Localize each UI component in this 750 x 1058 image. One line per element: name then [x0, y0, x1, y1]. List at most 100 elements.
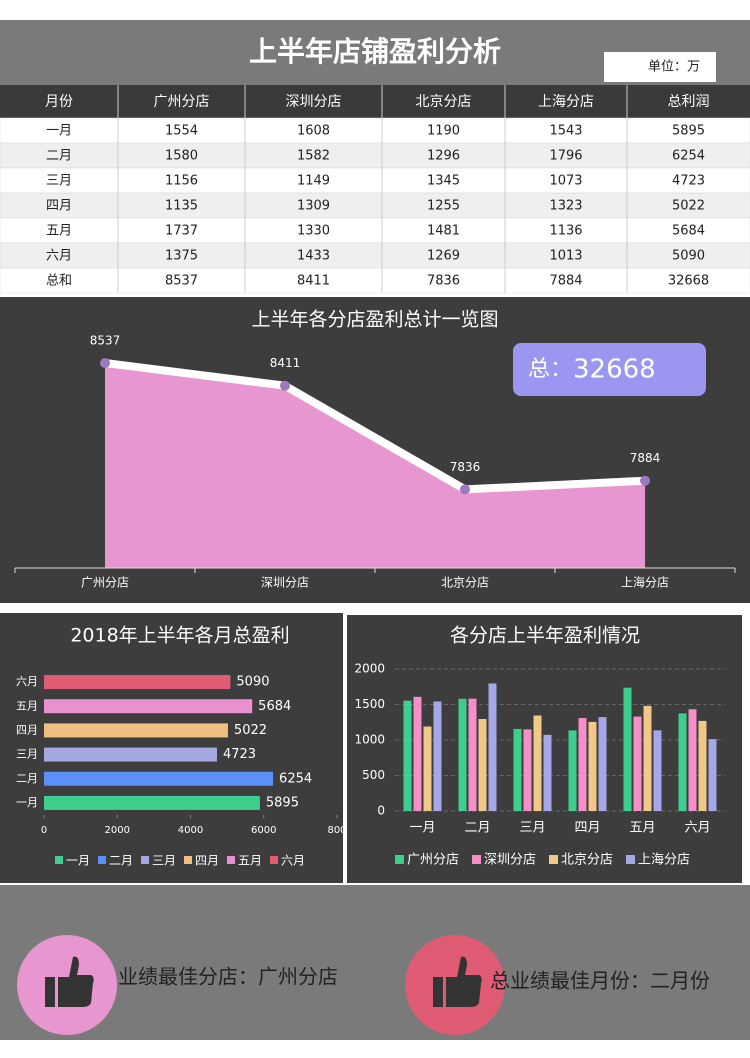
total-value: 32668 [573, 355, 656, 385]
table-cell: 1296 [427, 149, 460, 164]
bar [598, 717, 607, 811]
column-header: 上海分店 [538, 94, 594, 110]
data-label: 8411 [270, 356, 301, 370]
table-cell: 一月 [46, 124, 72, 139]
table-cell: 1156 [165, 174, 198, 189]
bar [588, 721, 597, 811]
table-header-bg [0, 85, 750, 118]
legend-label: 四月 [195, 854, 219, 868]
bar [403, 700, 412, 811]
data-label: 5090 [236, 675, 269, 690]
legend-label: 上海分店 [638, 853, 690, 868]
data-label: 8537 [90, 333, 121, 347]
legend-label: 二月 [109, 854, 133, 868]
table-row-bg [0, 192, 750, 219]
y-tick-label: 一月 [16, 796, 38, 809]
y-tick-label: 五月 [16, 699, 38, 712]
x-tick-label: 北京分店 [441, 576, 489, 590]
y-tick-label: 1500 [354, 697, 385, 711]
bar [413, 696, 422, 811]
footer [0, 885, 750, 1040]
legend-label: 一月 [66, 854, 90, 868]
table-row-bg [0, 142, 750, 169]
table-cell: 5090 [672, 249, 705, 264]
column-header: 总利润 [668, 94, 710, 110]
bar [433, 701, 442, 811]
page-title: 上半年店铺盈利分析 [249, 35, 501, 68]
table-row-bg [0, 217, 750, 244]
legend-swatch [141, 856, 149, 864]
total-box [513, 343, 706, 396]
y-tick-label: 三月 [16, 748, 38, 761]
legend-label: 五月 [238, 854, 262, 868]
unit-label: 单位：万 [648, 60, 700, 75]
bar [44, 723, 228, 738]
table-cell: 5895 [672, 124, 705, 139]
bar [543, 734, 552, 811]
table-cell: 1433 [297, 249, 330, 264]
x-tick-label: 深圳分店 [261, 576, 309, 590]
x-tick-label: 广州分店 [81, 576, 129, 590]
bar [653, 730, 662, 811]
table-cell: 1073 [549, 174, 582, 189]
table-cell: 7884 [549, 274, 582, 289]
bar [533, 715, 542, 811]
legend-swatch [270, 856, 278, 864]
table-row-bg [0, 242, 750, 269]
table-cell: 四月 [46, 199, 72, 214]
bar [698, 720, 707, 811]
point [640, 475, 650, 486]
y-tick-label: 0 [377, 804, 385, 818]
bar [44, 747, 217, 762]
table-cell: 1190 [427, 124, 460, 139]
table-row-bg [0, 267, 750, 294]
x-tick-label: 三月 [519, 821, 545, 836]
point [460, 484, 470, 495]
column-header: 深圳分店 [286, 94, 342, 110]
legend-label: 深圳分店 [484, 853, 536, 868]
legend-swatch [472, 855, 481, 864]
table-cell: 8411 [297, 274, 330, 289]
column-header: 广州分店 [154, 94, 210, 110]
x-tick-label: 六月 [684, 821, 710, 836]
bar [44, 675, 231, 690]
legend-swatch [626, 855, 635, 864]
bar [633, 716, 642, 811]
column-header: 北京分店 [416, 94, 472, 110]
bar [478, 718, 487, 811]
bar [523, 729, 532, 811]
chart-title: 2018年上半年各月总盈利 [70, 625, 289, 647]
table-cell: 1737 [165, 224, 198, 239]
unit-box [604, 52, 716, 82]
y-tick-label: 二月 [16, 772, 38, 785]
x-tick-label: 4000 [178, 825, 203, 836]
bar [568, 730, 577, 811]
table-cell: 1582 [297, 149, 330, 164]
bar [44, 771, 274, 786]
table-cell: 5022 [672, 199, 705, 214]
x-tick-label: 一月 [409, 821, 435, 836]
chart-title: 各分店上半年盈利情况 [450, 625, 640, 647]
thumb-icon [45, 956, 94, 1007]
x-tick-label: 0 [41, 825, 47, 836]
bar [423, 726, 432, 811]
legend-swatch [227, 856, 235, 864]
x-tick-label: 6000 [251, 825, 276, 836]
bar [578, 718, 587, 811]
data-label: 7836 [450, 460, 481, 474]
x-tick-label: 上海分店 [621, 575, 669, 590]
area [105, 362, 645, 568]
legend-swatch [55, 856, 63, 864]
table-cell: 1323 [549, 199, 582, 214]
legend-label: 三月 [152, 854, 176, 868]
point [280, 380, 290, 391]
bar [44, 795, 260, 810]
table-cell: 1345 [427, 174, 460, 189]
legend-label: 广州分店 [407, 853, 459, 868]
bar [458, 698, 467, 811]
x-tick-label: 二月 [464, 821, 490, 836]
y-tick-label: 六月 [16, 675, 38, 688]
table-cell: 1481 [427, 224, 460, 239]
